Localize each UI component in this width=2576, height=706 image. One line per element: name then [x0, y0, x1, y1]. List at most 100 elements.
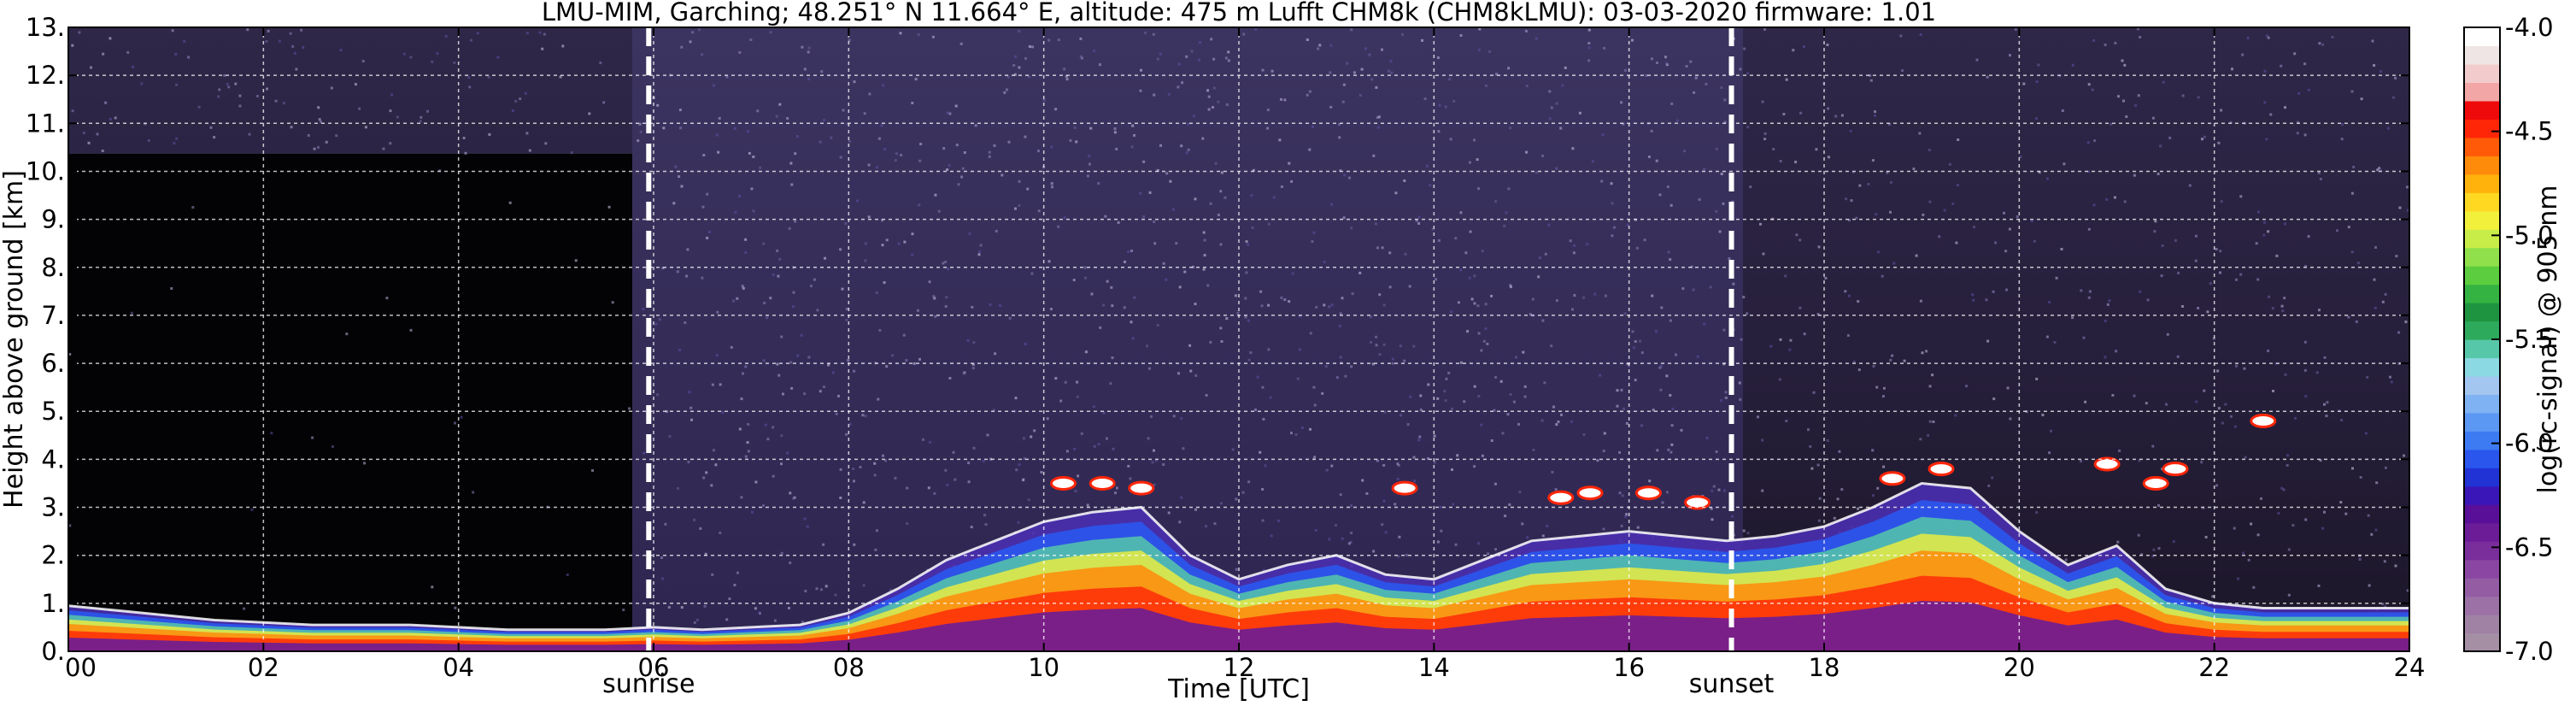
noise-speck [2151, 555, 2155, 558]
colorbar-segment [2464, 632, 2500, 652]
noise-speck [1525, 85, 1529, 87]
noise-speck [2344, 512, 2348, 515]
noise-speck [1544, 252, 1547, 256]
noise-speck [1484, 327, 1488, 331]
noise-speck [900, 153, 903, 156]
noise-speck [1877, 250, 1880, 254]
noise-speck [1799, 111, 1803, 115]
noise-speck [2121, 59, 2124, 62]
noise-speck [918, 159, 922, 162]
noise-speck [807, 78, 811, 81]
noise-speck [525, 32, 529, 35]
noise-speck [736, 297, 739, 300]
noise-speck [183, 39, 186, 43]
noise-speck [1130, 145, 1134, 149]
noise-speck [1658, 366, 1662, 369]
noise-speck [862, 584, 866, 587]
noise-speck [827, 363, 830, 367]
noise-speck [1266, 126, 1270, 130]
noise-speck [839, 468, 842, 471]
noise-speck [2280, 486, 2284, 490]
noise-speck [1712, 485, 1716, 488]
noise-speck [1484, 303, 1488, 306]
noise-speck [839, 248, 842, 251]
noise-speck [1074, 489, 1077, 492]
noise-speck [1550, 106, 1553, 109]
noise-speck [1789, 338, 1793, 342]
noise-speck [2404, 321, 2408, 324]
noise-speck [313, 147, 316, 150]
colorbar-segment [2464, 522, 2500, 542]
noise-speck [704, 552, 707, 556]
noise-speck [1600, 179, 1604, 183]
noise-speck [2366, 376, 2369, 379]
noise-speck [1561, 84, 1564, 87]
noise-speck [1840, 114, 1844, 117]
noise-speck [738, 427, 742, 431]
noise-speck [1669, 319, 1672, 322]
noise-speck [1494, 200, 1498, 203]
noise-speck [1548, 90, 1552, 93]
noise-speck [2384, 605, 2387, 609]
noise-speck [238, 94, 242, 97]
noise-speck [1131, 337, 1135, 340]
noise-speck [2371, 39, 2374, 43]
noise-speck [1405, 553, 1408, 556]
noise-speck [1454, 237, 1458, 240]
noise-speck [1024, 135, 1027, 138]
noise-speck [1311, 125, 1314, 128]
noise-speck [711, 573, 714, 576]
noise-speck [2268, 295, 2271, 298]
noise-speck [2197, 96, 2200, 99]
noise-speck [290, 126, 293, 129]
noise-speck [2375, 481, 2379, 485]
noise-speck [988, 155, 991, 158]
noise-speck [1097, 443, 1100, 446]
noise-speck [1397, 464, 1400, 467]
noise-speck [1008, 316, 1012, 320]
noise-speck [1054, 377, 1058, 380]
noise-speck [1219, 502, 1223, 505]
noise-speck [1030, 435, 1033, 438]
noise-speck [931, 35, 935, 38]
noise-speck [1427, 383, 1430, 386]
noise-speck [786, 451, 789, 455]
noise-speck [1922, 213, 1925, 216]
noise-speck [544, 142, 548, 145]
noise-speck [1171, 208, 1175, 211]
noise-speck [109, 37, 112, 40]
noise-speck [1670, 103, 1674, 105]
noise-speck [1358, 271, 1362, 274]
noise-speck [877, 137, 881, 140]
noise-speck [1851, 170, 1855, 174]
noise-speck [1724, 391, 1728, 394]
x-tick-label: 18 [1809, 653, 1840, 682]
noise-speck [1456, 454, 1459, 457]
noise-speck [453, 61, 456, 64]
noise-speck [1382, 343, 1386, 346]
noise-speck [1027, 75, 1030, 79]
noise-speck [1014, 55, 1018, 58]
noise-speck [1626, 223, 1629, 227]
noise-speck [1931, 374, 1934, 377]
noise-speck [1457, 301, 1460, 304]
noise-speck [1194, 197, 1197, 201]
noise-speck [1037, 209, 1041, 213]
noise-speck [746, 441, 749, 444]
noise-speck [1201, 137, 1205, 140]
noise-speck [96, 132, 99, 136]
noise-speck [1192, 265, 1194, 268]
noise-speck [444, 35, 448, 38]
noise-speck [420, 115, 423, 119]
noise-speck [752, 156, 755, 158]
noise-speck [173, 142, 176, 145]
noise-speck [885, 238, 889, 242]
noise-speck [897, 242, 901, 245]
noise-speck [1759, 222, 1762, 226]
noise-speck [2201, 138, 2203, 141]
noise-speck [1855, 216, 1858, 220]
noise-speck [1523, 395, 1527, 398]
noise-speck [1404, 252, 1407, 256]
noise-speck [689, 406, 693, 409]
noise-speck [68, 524, 72, 527]
